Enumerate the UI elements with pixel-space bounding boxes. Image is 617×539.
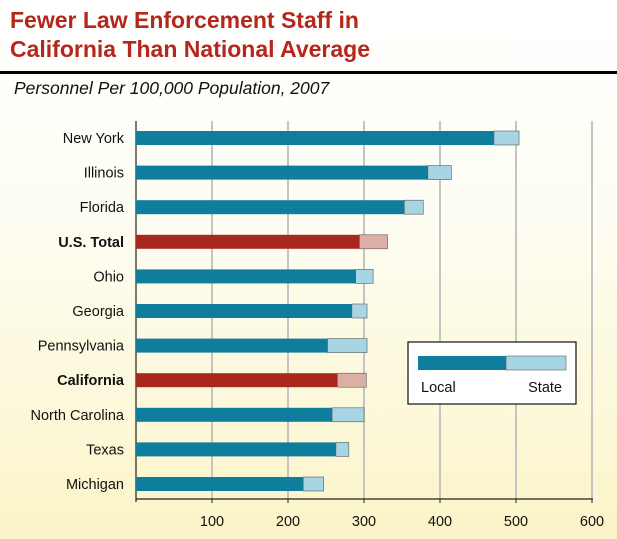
category-label-new-york: New York <box>63 131 125 147</box>
bar-state-illinois <box>427 165 452 180</box>
bar-local-u-s-total <box>136 234 360 249</box>
category-label-florida: Florida <box>80 200 125 216</box>
category-label-california: California <box>57 373 125 389</box>
x-tick-label: 200 <box>276 514 300 530</box>
x-tick-label: 500 <box>504 514 528 530</box>
legend-label-state: State <box>528 380 562 396</box>
category-label-north-carolina: North Carolina <box>31 408 125 424</box>
legend-label-local: Local <box>421 380 456 396</box>
bar-local-florida <box>136 200 405 215</box>
chart-title: Fewer Law Enforcement Staff in Californi… <box>10 6 610 64</box>
bar-local-georgia <box>136 304 352 318</box>
bar-local-north-carolina <box>136 407 333 422</box>
bar-local-pennsylvania <box>136 338 328 353</box>
category-label-michigan: Michigan <box>66 477 124 493</box>
bar-local-texas <box>136 442 336 457</box>
bar-state-new-york <box>493 130 520 146</box>
bar-local-michigan <box>136 477 304 491</box>
x-tick-label: 300 <box>352 514 376 530</box>
x-tick-label: 400 <box>428 514 452 530</box>
bar-local-california <box>136 373 338 388</box>
category-label-texas: Texas <box>86 442 124 458</box>
chart-subtitle: Personnel Per 100,000 Population, 2007 <box>14 78 330 98</box>
bar-state-florida <box>403 199 424 215</box>
bar-local-new-york <box>136 131 494 145</box>
bar-state-georgia <box>351 303 368 319</box>
x-tick-label: 600 <box>580 514 604 530</box>
category-label-u-s-total: U.S. Total <box>58 235 124 251</box>
chart-title-line-1: Fewer Law Enforcement Staff in <box>10 7 359 33</box>
title-divider <box>0 71 617 74</box>
bar-state-u-s-total <box>359 234 388 250</box>
legend-swatch-state <box>505 355 567 371</box>
bar-state-california <box>337 372 367 388</box>
bar-state-michigan <box>302 476 325 492</box>
x-tick-label: 100 <box>200 514 224 530</box>
bar-local-ohio <box>136 269 356 284</box>
bar-state-pennsylvania <box>327 338 368 353</box>
legend-swatch-local <box>418 356 506 370</box>
legend-box <box>407 341 577 405</box>
bar-state-north-carolina <box>331 407 365 423</box>
bar-state-texas <box>335 442 350 457</box>
bar-state-ohio <box>355 269 374 284</box>
bar-local-illinois <box>136 165 428 180</box>
category-label-ohio: Ohio <box>93 269 124 285</box>
category-label-illinois: Illinois <box>84 166 124 182</box>
category-label-pennsylvania: Pennsylvania <box>38 339 125 355</box>
chart-title-line-2: California Than National Average <box>10 36 370 62</box>
category-label-georgia: Georgia <box>72 304 125 320</box>
